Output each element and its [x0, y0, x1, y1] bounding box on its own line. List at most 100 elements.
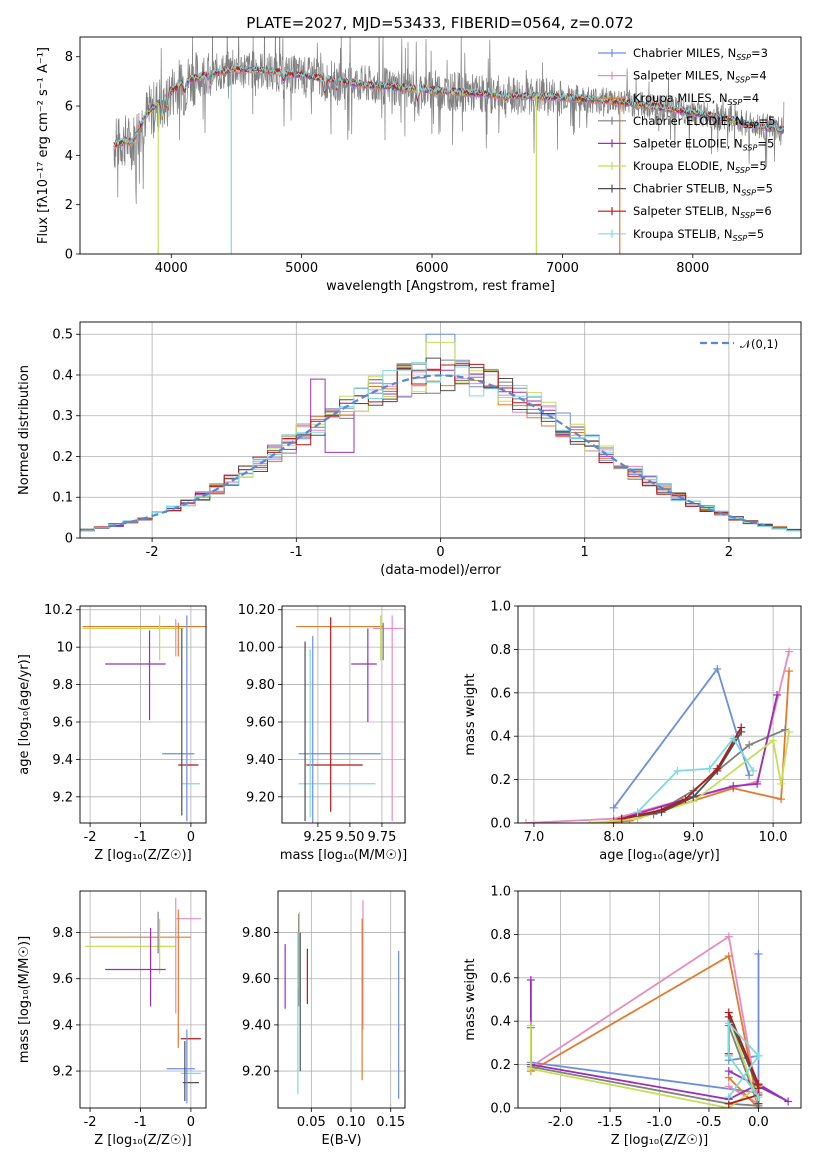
x-tick-label: 8000	[676, 261, 709, 276]
x-tick-label: 8.0	[603, 830, 624, 845]
plot-area	[526, 932, 793, 1108]
age-vs-metallicity-panel: -2 -1 0 9.2 9.4 9.6 9.8 10 10.2 Z [log₁₀(Z/Z☉)] ag…	[17, 603, 207, 863]
x-tick-label: 9.0	[683, 830, 704, 845]
y-tick-label: 9.40	[246, 753, 275, 768]
legend-label: Salpeter ELODIE, NSSP=5	[633, 136, 774, 152]
x-tick-label: 0.10	[337, 1115, 366, 1130]
spectrum-panel: 4000 5000 6000 7000 8000 0 2 4 6 8 wavelength [Ang…	[36, 36, 802, 294]
weight-series-line	[530, 953, 760, 1094]
x-tick-label: -0.5	[696, 1115, 721, 1130]
y-tick-label: 0	[65, 248, 73, 263]
y-tick-label: 9.80	[242, 926, 271, 941]
y-tick-label: 0.8	[490, 643, 511, 658]
legend-label: Kroupa ELODIE, NSSP=5	[633, 159, 767, 175]
x-axis-label: Z [log₁₀(Z/Z☉)]	[94, 1133, 191, 1148]
y-tick-label: 9.4	[52, 753, 73, 768]
x-axis-label: age [log₁₀(age/yr)]	[599, 848, 720, 863]
x-tick-label: 9.25	[303, 830, 332, 845]
x-axis-label: E(B-V)	[321, 1133, 361, 1148]
x-tick-label: -2	[84, 1115, 97, 1130]
y-axis-label: age [log₁₀(age/yr)]	[17, 654, 32, 775]
axes-frame	[79, 321, 802, 539]
axes-frame	[281, 605, 406, 824]
y-axis-label: mass weight	[463, 673, 478, 755]
y-tick-label: 0.3	[52, 409, 73, 424]
legend-label: Chabrier STELIB, NSSP=5	[633, 182, 773, 198]
x-tick-label: -1	[134, 830, 147, 845]
x-tick-label: 9.50	[335, 830, 364, 845]
weight-series-line	[530, 1016, 760, 1108]
y-tick-label: 2	[65, 198, 73, 213]
legend-label: 𝒩(0,1)	[740, 337, 778, 351]
y-tick-label: 9.80	[246, 678, 275, 693]
x-tick-label: 2	[725, 545, 733, 560]
y-tick-label: 9.20	[246, 790, 275, 805]
y-tick-label: 9.40	[242, 1018, 271, 1033]
weight-vs-age-panel: 7.0 8.0 9.0 10.0 0.0 0.2 0.4 0.6 0.8 1.0 age [log₁…	[463, 600, 802, 863]
y-tick-label: 0.2	[52, 450, 73, 465]
axes-frame	[79, 36, 802, 255]
y-tick-label: 0.0	[490, 1102, 511, 1117]
x-tick-label: -2	[146, 545, 159, 560]
x-tick-label: -1	[134, 1115, 147, 1130]
weight-series-line	[613, 694, 778, 822]
x-tick-label: 0	[187, 1115, 195, 1130]
plot-area	[521, 647, 794, 823]
y-tick-label: 0.6	[490, 971, 511, 986]
y-axis-label: Flux [fλ10⁻¹⁷ erg cm⁻² s⁻¹ A⁻¹]	[36, 47, 51, 244]
y-tick-label: 1.0	[490, 600, 511, 615]
plot-area	[284, 900, 400, 1099]
x-tick-label: -1.0	[647, 1115, 672, 1130]
y-tick-label: 9.2	[52, 1065, 73, 1080]
y-tick-label: 6	[65, 100, 73, 115]
weight-series-line	[589, 731, 790, 823]
figure-title: PLATE=2027, MJD=53433, FIBERID=0564, z=0…	[246, 14, 633, 32]
x-tick-label: 6000	[415, 261, 448, 276]
plot-area	[82, 615, 206, 822]
legend-label: Kroupa MILES, NSSP=4	[633, 91, 759, 107]
x-tick-label: 4000	[155, 261, 188, 276]
y-tick-label: 9.8	[52, 926, 73, 941]
y-tick-label: 0.2	[490, 1058, 511, 1073]
legend: Chabrier MILES, NSSP=3 Salpeter MILES, NS…	[598, 46, 775, 243]
y-tick-label: 0.0	[490, 817, 511, 832]
y-tick-label: 0.8	[490, 928, 511, 943]
weight-series-line	[530, 935, 760, 1106]
y-axis-label: mass [log₁₀(M/M☉)]	[17, 936, 32, 1063]
axes-frame	[517, 890, 802, 1109]
y-tick-label: 9.2	[52, 790, 73, 805]
weight-series-line	[530, 1025, 760, 1107]
y-tick-label: 0.4	[490, 1015, 511, 1030]
y-tick-label: 9.8	[52, 678, 73, 693]
residuals-panel: -2 -1 0 1 2 0 0.1 0.2 0.3 0.4 0.5 (data-model)/erro…	[17, 321, 802, 578]
plot-area	[80, 333, 801, 533]
legend-label: Kroupa STELIB, NSSP=5	[633, 227, 764, 243]
x-tick-label: 0.0	[748, 1115, 769, 1130]
legend-label: Salpeter STELIB, NSSP=6	[633, 204, 772, 220]
legend-label: Chabrier MILES, NSSP=3	[633, 46, 768, 62]
y-tick-label: 1.0	[490, 885, 511, 900]
y-tick-label: 10	[56, 641, 73, 656]
mass-vs-reddening-panel: 0.05 0.10 0.15 9.20 9.40 9.60 9.80 E(B-V)	[242, 890, 406, 1148]
legend-label: Chabrier ELODIE, NSSP=5	[633, 114, 775, 130]
y-tick-label: 9.60	[242, 972, 271, 987]
x-tick-label: 0	[187, 830, 195, 845]
weight-vs-metallicity-panel: -2.0 -1.5 -1.0 -0.5 0.0 0.0 0.2 0.4 0.6 0.8 1.0 Z […	[463, 885, 802, 1148]
x-axis-label: Z [log₁₀(Z/Z☉)]	[611, 1133, 708, 1148]
axes-frame	[79, 605, 207, 824]
y-tick-label: 10.20	[238, 603, 275, 618]
mass-vs-metallicity-panel: -2 -1 0 9.2 9.4 9.6 9.8 Z [log₁₀(Z/Z☉)] mass [lo…	[17, 890, 207, 1148]
y-tick-label: 9.6	[52, 715, 73, 730]
age-vs-mass-panel: 9.25 9.50 9.75 9.20 9.40 9.60 9.80 10.00 10.20 ma…	[238, 603, 407, 863]
x-tick-label: -1.5	[597, 1115, 622, 1130]
x-tick-label: -1	[290, 545, 303, 560]
x-tick-label: 9.75	[367, 830, 396, 845]
y-tick-label: 8	[65, 50, 73, 65]
x-axis-label: mass [log₁₀(M/M☉)]	[280, 848, 407, 863]
residual-histogram	[80, 361, 801, 532]
plot-area	[85, 897, 201, 1104]
y-tick-label: 0.4	[52, 368, 73, 383]
x-tick-label: -2	[84, 830, 97, 845]
y-tick-label: 0.2	[490, 773, 511, 788]
